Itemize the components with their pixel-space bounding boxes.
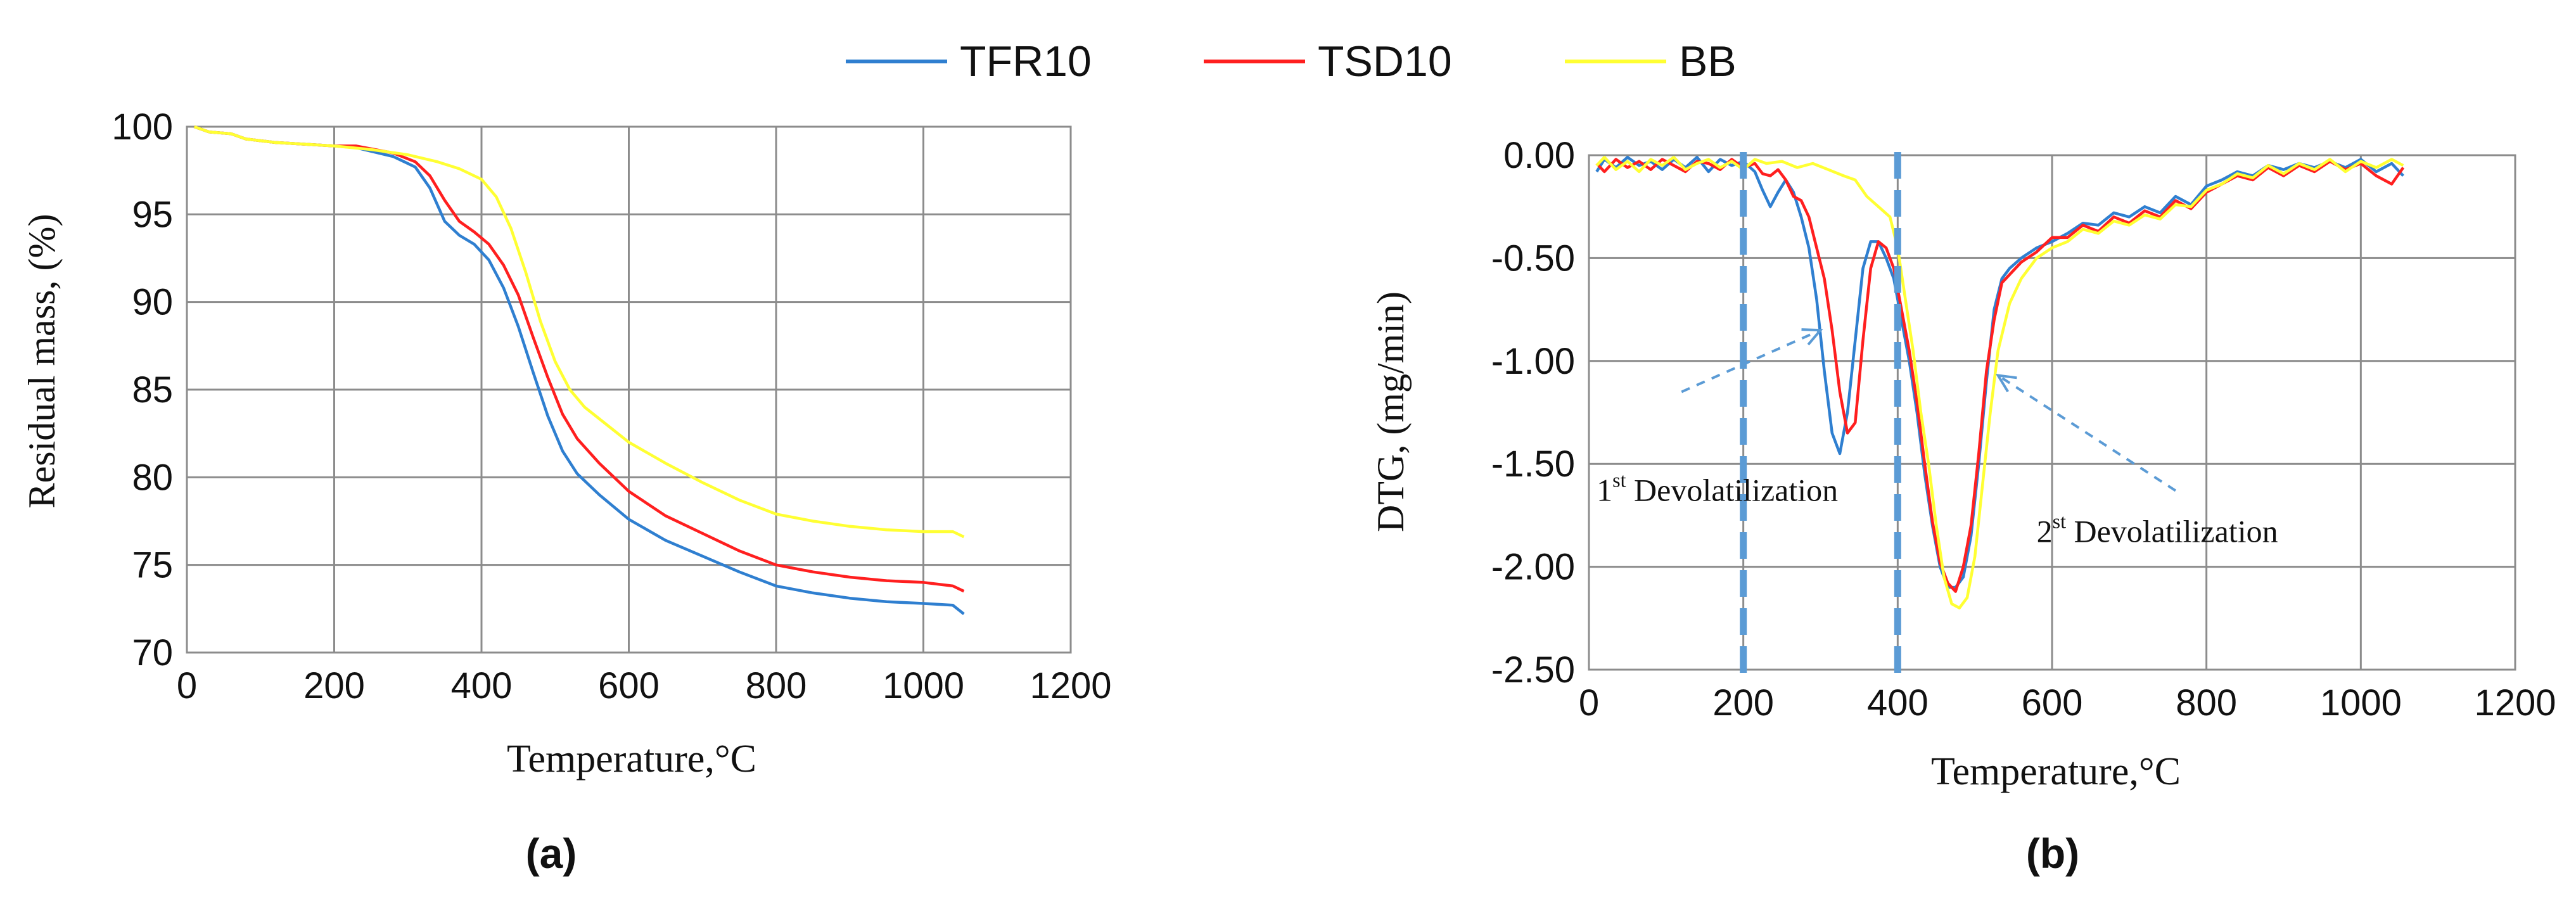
panel-a-residual-mass-chart: 0 200 400 600 800 1000 1200 70 75 80 85 90 95 100 Te… xyxy=(21,106,1112,877)
a-x-tick-label: 1000 xyxy=(883,665,964,706)
b-x-tick-label: 1000 xyxy=(2320,682,2402,724)
panel-b-x-ticks: 0 200 400 600 800 1000 1200 xyxy=(1579,682,2556,724)
panel-a-y-axis-label: Residual mass, (%) xyxy=(21,214,63,509)
panel-a-label: (a) xyxy=(526,830,577,877)
a-x-tick-label: 0 xyxy=(177,665,197,706)
a-y-tick-label: 80 xyxy=(132,457,173,498)
a-plot-frame xyxy=(186,125,1072,654)
annotation-number: 1 xyxy=(1597,473,1612,508)
panel-a-x-axis-label: Temperature,°C xyxy=(507,737,756,781)
b-plot-frame xyxy=(1588,154,2516,671)
a-series-bb xyxy=(193,125,965,539)
b-x-tick-label: 1200 xyxy=(2474,682,2556,724)
b-x-tick-label: 0 xyxy=(1579,682,1599,724)
panel-a-grid xyxy=(186,125,1072,654)
annotation-superscript: st xyxy=(1612,469,1626,492)
panel-b-annotation-arrowhead xyxy=(1801,328,1823,346)
a-x-tick-label: 800 xyxy=(746,665,807,706)
panel-b-annotation-text: 1st Devolatilization xyxy=(1597,469,1838,508)
panel-a-series xyxy=(193,125,965,615)
a-y-tick-label: 70 xyxy=(132,632,173,673)
a-x-tick-label: 400 xyxy=(451,665,513,706)
panel-b-annotation-arrowhead xyxy=(1995,374,2017,393)
b-x-tick-label: 400 xyxy=(1867,682,1929,724)
panel-a-x-ticks: 0 200 400 600 800 1000 1200 xyxy=(177,665,1112,706)
panel-b-grid xyxy=(1588,154,2516,671)
b-y-tick-label: 0.00 xyxy=(1503,135,1575,176)
b-y-tick-label: -2.00 xyxy=(1491,547,1575,588)
panel-b-reference-lines xyxy=(1740,152,1901,678)
annotation-number: 2 xyxy=(2037,514,2053,549)
panel-b-label: (b) xyxy=(2026,830,2079,877)
panel-b-series xyxy=(1595,155,2405,609)
b-series-bb xyxy=(1595,155,2404,609)
b-y-tick-label: -1.50 xyxy=(1491,443,1575,485)
legend-label-tsd10: TSD10 xyxy=(1318,37,1452,86)
annotation-label: Devolatilization xyxy=(2066,514,2278,549)
a-y-tick-label: 90 xyxy=(132,282,173,323)
b-x-tick-label: 600 xyxy=(2022,682,2083,724)
a-x-tick-label: 200 xyxy=(303,665,365,706)
b-y-tick-label: -1.00 xyxy=(1491,341,1575,382)
a-series-tsd10 xyxy=(193,125,965,593)
b-series-tfr10 xyxy=(1595,155,2404,589)
b-y-tick-label: -2.50 xyxy=(1491,649,1575,691)
a-y-tick-label: 85 xyxy=(132,369,173,411)
a-x-tick-label: 1200 xyxy=(1030,665,1111,706)
a-x-tick-label: 600 xyxy=(598,665,660,706)
panel-b-annotation-arrow xyxy=(1681,329,1821,393)
legend: TFR10 TSD10 BB xyxy=(846,37,1737,86)
annotation-superscript: st xyxy=(2053,510,2066,533)
panel-b-x-axis-label: Temperature,°C xyxy=(1931,750,2181,793)
panel-b-y-ticks: 0.00 -0.50 -1.00 -1.50 -2.00 -2.50 xyxy=(1491,135,1575,691)
panel-a-y-ticks: 70 75 80 85 90 95 100 xyxy=(112,106,173,673)
a-y-tick-label: 95 xyxy=(132,194,173,235)
panel-b-y-axis-label: DTG, (mg/min) xyxy=(1370,291,1412,532)
a-series-tfr10 xyxy=(193,125,965,615)
legend-label-tfr10: TFR10 xyxy=(960,37,1092,86)
panel-b-annotation-arrow xyxy=(1997,374,2177,492)
annotation-label: Devolatilization xyxy=(1626,473,1839,508)
panel-b-annotation-text: 2st Devolatilization xyxy=(2037,510,2278,549)
b-y-tick-label: -0.50 xyxy=(1491,238,1575,279)
legend-label-bb: BB xyxy=(1679,37,1737,86)
b-x-tick-label: 200 xyxy=(1712,682,1774,724)
b-x-tick-label: 800 xyxy=(2176,682,2237,724)
a-y-tick-label: 75 xyxy=(132,545,173,586)
a-y-tick-label: 100 xyxy=(112,106,173,148)
